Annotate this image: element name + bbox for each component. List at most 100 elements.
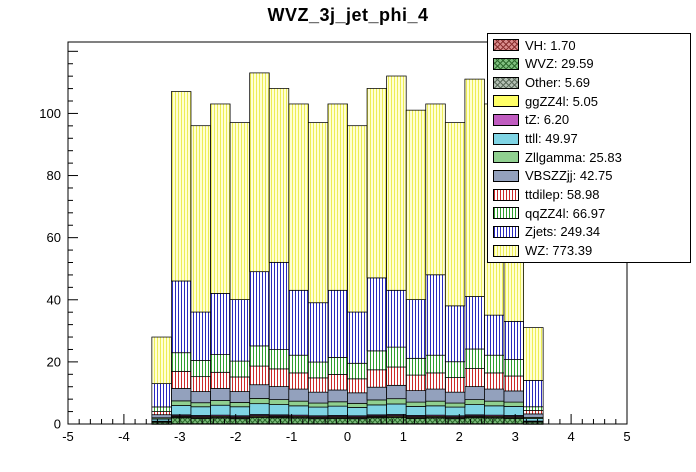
bar-segment <box>444 391 466 404</box>
bar-segment <box>288 372 309 390</box>
bar-segment <box>366 350 388 371</box>
bar-segment <box>464 399 485 405</box>
bar-segment <box>210 404 231 416</box>
x-tick-label: 2 <box>456 429 463 444</box>
bar-segment <box>405 299 427 359</box>
y-tick-label: 20 <box>47 354 61 369</box>
legend-label: Other: 5.69 <box>525 75 591 91</box>
legend-swatch-wvz <box>493 57 519 70</box>
y-tick-label: 0 <box>54 417 61 432</box>
bar-segment <box>347 125 368 313</box>
bar-segment <box>307 302 329 363</box>
bar-segment <box>327 405 348 416</box>
bar-segment <box>268 404 290 416</box>
bar-segment <box>444 402 466 408</box>
bar-segment <box>347 407 368 417</box>
bar-segment <box>210 388 231 401</box>
legend-item-ggzz4l: ggZZ4l: 5.05 <box>488 93 690 110</box>
bar-segment <box>288 103 309 291</box>
x-tick-label: 1 <box>400 429 407 444</box>
series-bars-Zjets <box>151 261 544 408</box>
bar-segment <box>190 376 211 392</box>
bar-segment <box>268 349 290 370</box>
bar-segment <box>171 417 192 425</box>
x-tick-label: -2 <box>230 429 242 444</box>
bar-segment <box>444 305 466 363</box>
x-tick-label: 5 <box>623 429 630 444</box>
bar-segment <box>171 400 192 406</box>
bar-segment <box>425 274 446 356</box>
bar-segment <box>151 406 172 412</box>
bar-segment <box>405 418 427 425</box>
bar-segment <box>425 400 446 407</box>
bar-segment <box>171 405 192 416</box>
bar-segment <box>425 354 446 374</box>
series-bars-VBSZZjj <box>151 384 544 419</box>
bar-segment <box>268 399 290 405</box>
bar-segment <box>327 103 348 291</box>
legend-label: ggZZ4l: 5.05 <box>525 93 598 109</box>
bar-segment <box>327 357 348 375</box>
legend-item-ttdilep: ttdilep: 58.98 <box>488 186 690 203</box>
x-axis: -5 -4 -3 -2 -1 0 1 2 3 4 5 <box>62 414 631 444</box>
legend-item-vbszzjj: VBSZZjj: 42.75 <box>488 167 690 184</box>
bar-segment <box>523 406 544 411</box>
bar-segment <box>444 377 466 393</box>
y-tick-label: 80 <box>47 168 61 183</box>
bar-segment <box>268 386 290 400</box>
bar-segment <box>405 374 427 391</box>
legend-label: WZ: 773.39 <box>525 243 593 259</box>
bar-segment <box>484 372 505 390</box>
bar-segment <box>190 418 211 425</box>
bar-segment <box>444 122 466 307</box>
bar-segment <box>288 354 309 374</box>
bar-segment <box>229 376 251 392</box>
bar-segment <box>484 417 505 425</box>
bar-segment <box>444 406 466 417</box>
legend-label: VH: 1.70 <box>525 37 576 53</box>
legend-item-qqzz4l: qqZZ4l: 66.97 <box>488 205 690 222</box>
bar-segment <box>249 345 270 367</box>
bar-segment <box>288 405 309 416</box>
legend-item-vh: VH: 1.70 <box>488 37 690 54</box>
x-tick-label: -3 <box>174 429 186 444</box>
legend-item-zjets: Zjets: 249.34 <box>488 223 690 240</box>
bar-segment <box>288 289 309 356</box>
bar-segment <box>307 391 329 404</box>
bar-segment <box>229 391 251 403</box>
bar-segment <box>523 379 544 408</box>
bar-segment <box>366 399 388 406</box>
bar-segment <box>151 411 172 416</box>
bar-segment <box>288 388 309 402</box>
bar-segment <box>210 293 231 355</box>
bar-segment <box>386 398 407 405</box>
legend-label: Zllgamma: 25.83 <box>525 149 622 165</box>
x-tick-label: 0 <box>344 429 351 444</box>
bar-segment <box>503 418 524 425</box>
bar-segment <box>484 405 505 416</box>
bar-segment <box>307 406 329 417</box>
bar-segment <box>386 366 407 386</box>
bar-segment <box>307 377 329 393</box>
bar-segment <box>268 88 290 263</box>
legend-label: tZ: 6.20 <box>525 112 570 128</box>
bar-segment <box>347 362 368 380</box>
bar-segment <box>249 403 270 415</box>
legend-label: ttll: 49.97 <box>525 131 578 147</box>
legend-item-tz: tZ: 6.20 <box>488 111 690 128</box>
bar-segment <box>405 109 427 300</box>
bar-segment <box>151 414 172 419</box>
bar-segment <box>503 320 524 360</box>
bar-segment <box>210 371 231 389</box>
bar-segment <box>405 401 427 407</box>
bar-segment <box>249 384 270 399</box>
bar-segment <box>503 359 524 377</box>
x-tick-label: 3 <box>512 429 519 444</box>
bar-segment <box>268 417 290 425</box>
bar-segment <box>210 354 231 373</box>
bar-segment <box>190 360 211 378</box>
bar-segment <box>327 374 348 391</box>
bar-segment <box>425 372 446 390</box>
bar-segment <box>151 383 172 408</box>
bar-segment <box>171 91 192 282</box>
